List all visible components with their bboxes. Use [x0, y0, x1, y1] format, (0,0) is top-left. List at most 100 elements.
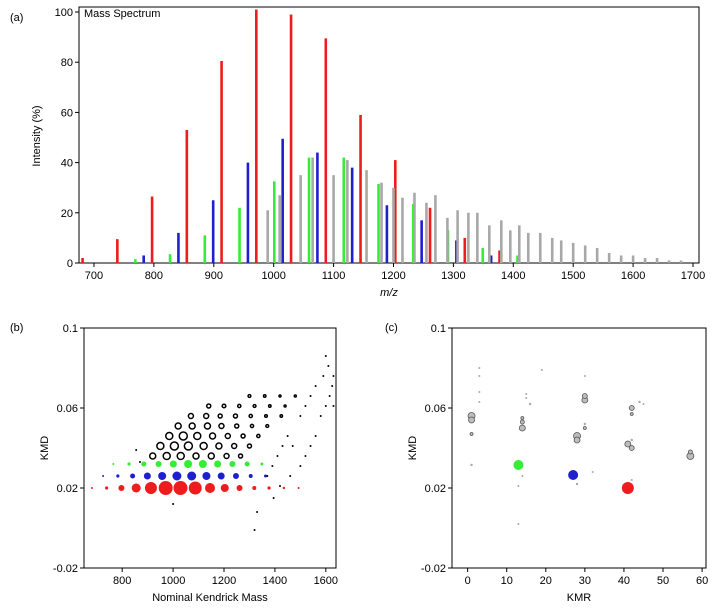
spectrum-peak-gray: [476, 212, 479, 263]
spectrum-peak-gray: [365, 170, 368, 263]
y-tick-label: 60: [61, 107, 73, 119]
data-point-black: [271, 465, 274, 467]
data-point-red: [282, 486, 286, 490]
spectrum-peak-gray: [619, 255, 623, 263]
spectrum-peak-red: [359, 114, 362, 263]
data-point-black: [289, 475, 292, 477]
data-point-black: [148, 452, 157, 460]
data-point-gray: [521, 475, 524, 477]
data-point-gray: [525, 393, 528, 395]
spectrum-peak-green: [342, 157, 346, 263]
y-tick-label: 0.02: [57, 483, 78, 495]
panel-b-x-axis-label: Nominal Kendrick Mass: [152, 592, 268, 604]
spectrum-peak-blue: [177, 232, 180, 263]
panel-c-label: (c): [385, 322, 398, 334]
spectrum-peak-gray: [332, 175, 335, 263]
data-point-black: [218, 422, 225, 430]
data-point-green: [184, 460, 193, 468]
data-point-black: [215, 442, 223, 450]
data-point-gray: [630, 479, 633, 481]
spectrum-peak-gray: [559, 240, 563, 263]
spectrum-peak-red: [255, 9, 258, 264]
data-point-gray: [581, 393, 588, 399]
data-point-black: [237, 453, 244, 459]
panel-b-label: (b): [10, 322, 23, 334]
data-point-blue: [232, 473, 239, 479]
data-point-black: [199, 441, 208, 451]
data-point-black: [299, 415, 302, 417]
spectrum-peak-gray: [526, 232, 530, 263]
spectrum-peak-gray: [380, 182, 383, 263]
data-point-black: [309, 395, 312, 397]
spectrum-peak-gray: [266, 210, 269, 263]
y-tick-label: -0.02: [421, 563, 446, 575]
spectrum-peak-gray: [607, 252, 611, 263]
spectrum-peak-gray: [571, 242, 575, 263]
data-point-green: [127, 462, 131, 466]
spectrum-peak-gray: [538, 232, 542, 263]
data-point-green: [198, 460, 207, 468]
spectrum-peak-green: [377, 183, 380, 263]
data-point-red: [621, 482, 634, 494]
spectrum-peak-red: [185, 129, 189, 263]
spectrum-peak-blue: [489, 255, 493, 263]
panel-c-plot-frame: [451, 327, 707, 569]
spectrum-peak-green: [203, 235, 207, 263]
spectrum-peak-gray: [346, 160, 349, 263]
data-point-black: [332, 405, 335, 407]
data-point-black: [187, 412, 195, 420]
data-point-red: [118, 485, 125, 491]
spectrum-peak-gray: [456, 210, 459, 263]
data-point-black: [246, 443, 253, 449]
data-point-gray: [468, 416, 475, 424]
panel-c-axis-ticks: 0 10 20 30 40 50 60 -0.02 0.02 0.06 0.1: [421, 323, 708, 587]
y-tick-label: 0.1: [63, 323, 78, 335]
panel-c-y-axis-label: KMD: [407, 436, 419, 461]
spectrum-peak-gray: [583, 245, 587, 263]
data-point-black: [291, 445, 294, 447]
spectrum-peak-red: [289, 14, 293, 263]
spectrum-peak-gray: [467, 212, 470, 263]
data-point-gray: [519, 419, 525, 425]
data-point-black: [278, 394, 282, 398]
data-point-red: [131, 483, 141, 493]
spectrum-peak-red: [81, 257, 84, 263]
x-tick-label: 1400: [501, 270, 525, 282]
data-point-black: [165, 431, 174, 441]
x-tick-label: 800: [113, 575, 131, 587]
data-point-gray: [478, 391, 481, 393]
data-point-black: [221, 403, 227, 409]
data-point-black: [256, 511, 259, 513]
data-point-black: [248, 413, 254, 419]
x-tick-label: 1200: [212, 575, 236, 587]
panel-c-x-axis-label: KMR: [567, 592, 592, 604]
x-tick-label: 20: [540, 575, 552, 587]
x-tick-label: 1100: [322, 270, 346, 282]
data-point-green: [229, 461, 236, 467]
x-tick-label: 1600: [314, 575, 338, 587]
data-point-black: [314, 435, 317, 437]
data-point-black: [327, 365, 330, 367]
panel-a-axis-ticks: 700 800 900 1000 1100 1200 1300 1400 1500 1600 170…: [55, 7, 706, 282]
spectrum-peak-blue: [385, 205, 389, 263]
x-tick-label: 800: [145, 270, 163, 282]
data-point-gray: [591, 471, 594, 473]
x-tick-label: 1500: [561, 270, 585, 282]
panel-b-plot-frame: [83, 327, 337, 569]
spectrum-peak-red: [498, 250, 501, 263]
y-tick-label: 80: [61, 57, 73, 69]
spectrum-peak-green: [516, 255, 519, 263]
data-point-black: [223, 452, 230, 460]
panel-b-axis-ticks: 800 1000 1200 1400 1600 -0.02 0.02 0.06 0.1: [53, 323, 338, 587]
data-point-black: [183, 441, 194, 451]
panel-c-points: [467, 367, 695, 525]
spectrum-peak-gray: [550, 237, 554, 263]
data-point-black: [156, 441, 165, 451]
data-point-gray: [540, 369, 543, 371]
data-point-gray: [628, 405, 635, 411]
x-tick-label: 40: [618, 575, 630, 587]
panel-a-mass-spectrum: (a) Mass Spectrum 700 800 900 1000 1100 1200 1…: [10, 6, 706, 299]
data-point-black: [249, 423, 255, 429]
data-point-blue: [116, 474, 120, 478]
spectrum-peak-red: [393, 160, 397, 263]
